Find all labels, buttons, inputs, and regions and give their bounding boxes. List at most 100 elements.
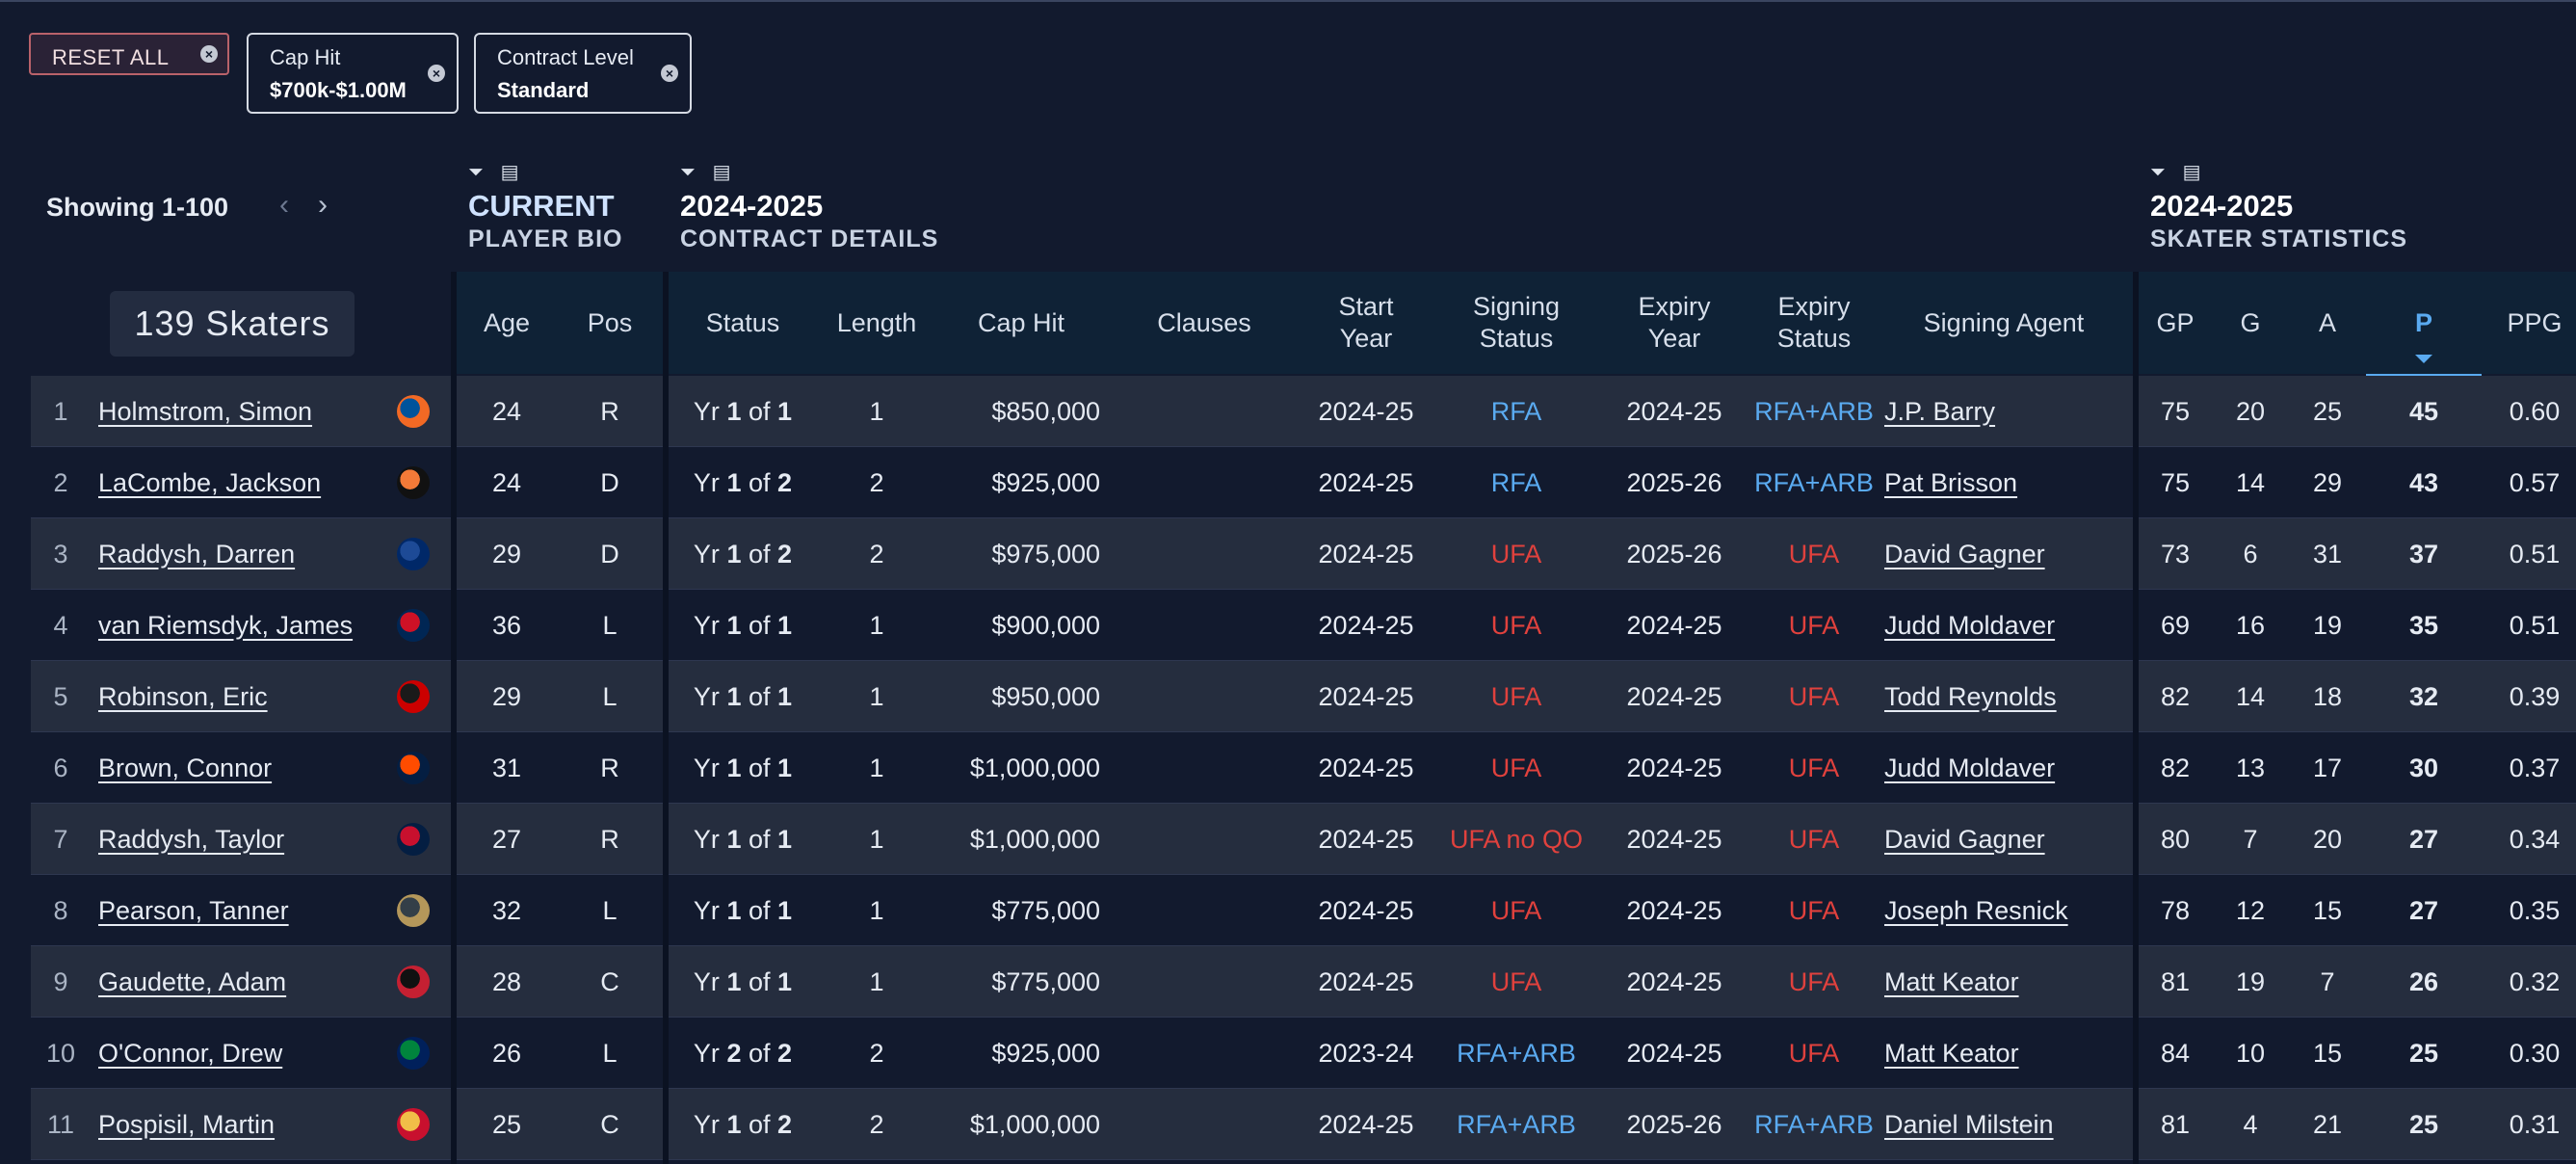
filter-chip-contract-level[interactable]: Contract Level Standard × bbox=[474, 33, 692, 114]
chip-value: Standard bbox=[497, 78, 590, 102]
table-row[interactable]: 2 LaCombe, Jackson 24 D Yr 1 of 2 2 $925,000 20… bbox=[31, 447, 2576, 518]
player-name-link[interactable]: Raddysh, Taylor bbox=[98, 824, 285, 854]
status-yr-value: 1 bbox=[726, 966, 742, 996]
columns-icon[interactable]: ▤ bbox=[712, 162, 731, 183]
length-cell: 1 bbox=[869, 396, 884, 426]
filter-icon[interactable]: ⏷ bbox=[2150, 162, 2166, 183]
col-clauses[interactable]: Clauses bbox=[1157, 307, 1251, 337]
gp-cell: 75 bbox=[2160, 396, 2191, 426]
filter-chip-cap-hit[interactable]: Cap Hit $700k-$1.00M × bbox=[247, 33, 459, 114]
signing-agent-link[interactable]: Matt Keator bbox=[1884, 1038, 2019, 1068]
status-cell: Yr 1 of 2 bbox=[686, 1089, 800, 1160]
close-icon[interactable]: × bbox=[428, 65, 445, 82]
table-row[interactable]: 9 Gaudette, Adam 28 C Yr 1 of 1 1 $775,000 2024… bbox=[31, 946, 2576, 1018]
golden-knights-logo bbox=[397, 894, 430, 927]
col-cap-hit[interactable]: Cap Hit bbox=[977, 307, 1065, 337]
row-divider bbox=[31, 731, 2576, 732]
expiry-year-cell: 2024-25 bbox=[1626, 753, 1722, 782]
prev-page-icon[interactable]: ‹ bbox=[279, 189, 289, 221]
oilers-logo bbox=[397, 752, 430, 784]
table-row[interactable]: 7 Raddysh, Taylor 27 R Yr 1 of 1 1 $1,000,000 2… bbox=[31, 804, 2576, 875]
start-year-cell: 2024-25 bbox=[1318, 753, 1414, 782]
length-cell: 2 bbox=[869, 539, 884, 569]
table-row[interactable]: 8 Pearson, Tanner 32 L Yr 1 of 1 1 $775,000 202… bbox=[31, 875, 2576, 946]
a-cell: 25 bbox=[2312, 396, 2343, 426]
status-yr-label: Yr bbox=[693, 610, 720, 640]
col-status[interactable]: Status bbox=[705, 307, 780, 337]
close-icon[interactable]: × bbox=[661, 65, 678, 82]
player-name-link[interactable]: Pearson, Tanner bbox=[98, 895, 289, 925]
col-pos[interactable]: Pos bbox=[587, 307, 633, 337]
signing-agent-link[interactable]: Joseph Resnick bbox=[1884, 895, 2068, 925]
status-of-value: 1 bbox=[777, 966, 793, 996]
col-age[interactable]: Age bbox=[483, 307, 531, 337]
player-name-link[interactable]: Robinson, Eric bbox=[98, 681, 268, 711]
player-name-link[interactable]: LaCombe, Jackson bbox=[98, 467, 322, 497]
row-rank: 6 bbox=[53, 753, 68, 782]
col-start-year[interactable]: Start Year bbox=[1338, 292, 1394, 353]
g-cell: 16 bbox=[2235, 610, 2266, 640]
next-page-icon[interactable]: › bbox=[318, 189, 328, 221]
table-row[interactable]: 3 Raddysh, Darren 29 D Yr 1 of 2 2 $975,000 202… bbox=[31, 518, 2576, 590]
signing-agent-link[interactable]: Daniel Milstein bbox=[1884, 1109, 2054, 1139]
age-cell: 24 bbox=[491, 396, 522, 426]
col-expiry-status[interactable]: Expiry Status bbox=[1776, 292, 1852, 353]
top-border bbox=[0, 0, 2576, 2]
signing-agent-link[interactable]: Judd Moldaver bbox=[1884, 753, 2056, 782]
group-title-stats: 2024-2025 bbox=[2150, 189, 2294, 223]
ducks-logo bbox=[397, 466, 430, 499]
pos-cell: C bbox=[600, 1109, 619, 1139]
table-row[interactable]: 10 O'Connor, Drew 26 L Yr 2 of 2 2 $925,000 202… bbox=[31, 1018, 2576, 1089]
age-cell: 26 bbox=[491, 1038, 522, 1068]
group-separator bbox=[663, 272, 669, 1164]
close-icon[interactable]: × bbox=[200, 45, 218, 63]
status-of-value: 1 bbox=[777, 396, 793, 426]
table-row[interactable]: 11 Pospisil, Martin 25 C Yr 1 of 2 2 $1,000,00… bbox=[31, 1089, 2576, 1160]
signing-agent-link[interactable]: Todd Reynolds bbox=[1884, 681, 2057, 711]
signing-agent-link[interactable]: Matt Keator bbox=[1884, 966, 2019, 996]
reset-all-button[interactable]: RESET ALL × bbox=[29, 33, 229, 75]
table-row[interactable]: 4 van Riemsdyk, James 36 L Yr 1 of 1 1 $900,00… bbox=[31, 590, 2576, 661]
table-row[interactable]: 6 Brown, Connor 31 R Yr 1 of 1 1 $1,000,000 202… bbox=[31, 732, 2576, 804]
signing-agent-link[interactable]: Pat Brisson bbox=[1884, 467, 2018, 497]
player-name-link[interactable]: Raddysh, Darren bbox=[98, 539, 296, 569]
signing-agent-link[interactable]: David Gagner bbox=[1884, 539, 2045, 569]
filter-icon[interactable]: ⏷ bbox=[468, 162, 484, 183]
player-name-link[interactable]: van Riemsdyk, James bbox=[98, 610, 354, 640]
table-row[interactable]: 1 Holmstrom, Simon 24 R Yr 1 of 1 1 $850,000 20… bbox=[31, 376, 2576, 447]
col-signing-agent[interactable]: Signing Agent bbox=[1923, 307, 2085, 337]
col-p[interactable]: P bbox=[2366, 272, 2482, 374]
status-cell: Yr 2 of 2 bbox=[686, 1018, 800, 1089]
col-length[interactable]: Length bbox=[836, 307, 917, 337]
start-year-cell: 2024-25 bbox=[1318, 966, 1414, 996]
start-year-cell: 2024-25 bbox=[1318, 539, 1414, 569]
pos-cell: D bbox=[600, 467, 619, 497]
player-name-link[interactable]: Gaudette, Adam bbox=[98, 966, 287, 996]
table-row[interactable]: 5 Robinson, Eric 29 L Yr 1 of 1 1 $950,000 2024… bbox=[31, 661, 2576, 732]
signing-agent-link[interactable]: Judd Moldaver bbox=[1884, 610, 2056, 640]
columns-icon[interactable]: ▤ bbox=[2182, 162, 2201, 183]
signing-agent-link[interactable]: J.P. Barry bbox=[1884, 396, 1996, 426]
columns-icon[interactable]: ▤ bbox=[500, 162, 519, 183]
player-name-link[interactable]: O'Connor, Drew bbox=[98, 1038, 283, 1068]
status-cell: Yr 1 of 1 bbox=[686, 875, 800, 946]
col-ppg[interactable]: PPG bbox=[2507, 307, 2563, 337]
start-year-cell: 2024-25 bbox=[1318, 1109, 1414, 1139]
length-cell: 1 bbox=[869, 681, 884, 711]
player-name-link[interactable]: Holmstrom, Simon bbox=[98, 396, 313, 426]
col-g[interactable]: G bbox=[2240, 307, 2261, 337]
player-name-link[interactable]: Pospisil, Martin bbox=[98, 1109, 276, 1139]
col-signing-status[interactable]: Signing Status bbox=[1472, 292, 1561, 353]
column-header-band bbox=[457, 272, 2576, 374]
status-yr-value: 1 bbox=[726, 539, 742, 569]
col-gp[interactable]: GP bbox=[2156, 307, 2195, 337]
a-cell: 21 bbox=[2312, 1109, 2343, 1139]
col-expiry-year[interactable]: Expiry Year bbox=[1638, 292, 1711, 353]
col-a[interactable]: A bbox=[2318, 307, 2336, 337]
player-name-link[interactable]: Brown, Connor bbox=[98, 753, 273, 782]
gp-cell: 82 bbox=[2160, 681, 2191, 711]
signing-agent-link[interactable]: David Gagner bbox=[1884, 824, 2045, 854]
p-cell: 27 bbox=[2408, 895, 2439, 925]
filter-icon[interactable]: ⏷ bbox=[680, 162, 696, 183]
status-of-value: 2 bbox=[777, 467, 793, 497]
